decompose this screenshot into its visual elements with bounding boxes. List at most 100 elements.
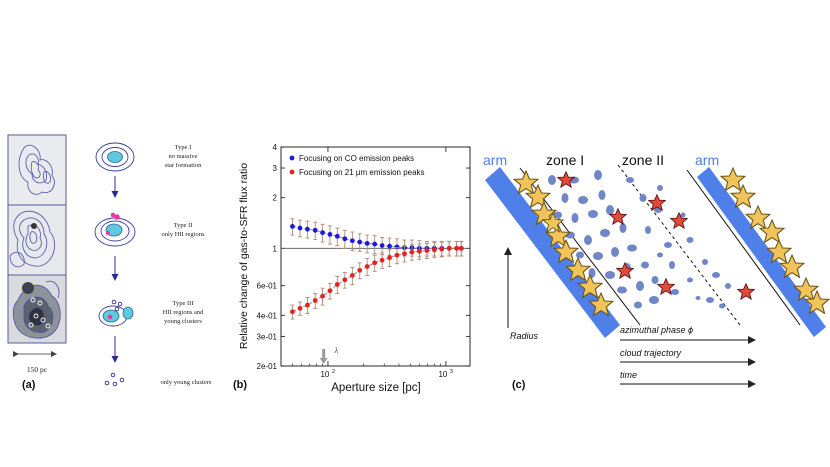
data-point bbox=[424, 248, 430, 253]
y-tick-label: 3e-01 bbox=[257, 332, 278, 341]
data-point bbox=[320, 293, 325, 299]
hii-region-star-icon bbox=[557, 171, 575, 188]
thumbnail-type-2 bbox=[7, 204, 67, 276]
panel-a-label: (a) bbox=[22, 379, 36, 391]
y-tick-label: 4e-01 bbox=[257, 311, 278, 320]
data-point bbox=[364, 240, 370, 246]
type-4-desc: only young clusters bbox=[161, 379, 212, 386]
type-3-title: Type III bbox=[172, 300, 193, 307]
data-point bbox=[379, 257, 385, 263]
data-point bbox=[446, 245, 452, 251]
y-tick-label: 2e-01 bbox=[257, 362, 278, 371]
type-2-desc: only HII regions bbox=[162, 231, 205, 238]
arm-right-label: arm bbox=[695, 152, 719, 168]
thumbnail-type-1 bbox=[7, 134, 67, 206]
data-point bbox=[394, 252, 400, 258]
y-tick-label: 2 bbox=[273, 194, 278, 203]
y-tick-label: 6e-01 bbox=[257, 282, 278, 291]
scale-label: 150 pc bbox=[27, 365, 48, 374]
panel-b-label: (b) bbox=[233, 379, 247, 391]
y-tick-label: 4 bbox=[273, 143, 278, 152]
data-point bbox=[379, 243, 385, 248]
y-tick-label: 3 bbox=[273, 164, 278, 173]
type-2-title: Type II bbox=[174, 222, 193, 229]
data-point bbox=[297, 305, 303, 311]
data-point bbox=[372, 260, 378, 266]
series-0 bbox=[290, 218, 464, 258]
type-1-desc-1: no massive bbox=[168, 153, 197, 160]
x-tick-exponent: 2 bbox=[332, 369, 335, 375]
data-point bbox=[305, 302, 310, 308]
data-point bbox=[454, 245, 460, 251]
legend-label-21um: Focusing on 21 μm emission peaks bbox=[299, 168, 425, 177]
series-1 bbox=[290, 240, 464, 320]
data-point bbox=[431, 247, 437, 253]
data-point bbox=[387, 255, 392, 261]
type-4-icon bbox=[104, 372, 125, 387]
azimuthal-phase-label: azimuthal phase ϕ bbox=[620, 325, 693, 335]
data-point bbox=[290, 224, 295, 229]
data-point bbox=[387, 243, 392, 249]
data-point bbox=[312, 298, 318, 303]
type-1-icon bbox=[95, 142, 135, 172]
data-point bbox=[394, 244, 400, 250]
data-point bbox=[342, 277, 348, 283]
hii-region-star-icon bbox=[616, 262, 634, 279]
panel-c-label: (c) bbox=[512, 379, 526, 391]
data-point bbox=[312, 227, 318, 233]
arm-left-label: arm bbox=[483, 152, 507, 168]
data-point bbox=[334, 233, 340, 239]
data-point bbox=[290, 309, 295, 315]
y-axis-label: Relative change of gas-to-SFR flux ratio bbox=[238, 163, 250, 349]
data-point bbox=[334, 282, 340, 287]
type-2-icon bbox=[94, 212, 136, 247]
data-point bbox=[342, 236, 348, 242]
data-point bbox=[320, 230, 325, 236]
data-point bbox=[349, 238, 355, 244]
lambda-marker: λ bbox=[319, 346, 339, 364]
data-point bbox=[458, 245, 464, 251]
arm-boundary-right bbox=[686, 169, 801, 326]
panel-c: arm zone I zone II arm Radius azimuthal … bbox=[483, 152, 830, 391]
x-axis-label: Aperture size [pc] bbox=[331, 382, 420, 394]
time-label: time bbox=[620, 370, 637, 380]
data-point bbox=[364, 264, 370, 269]
data-series bbox=[290, 218, 464, 320]
x-tick-label: 10 bbox=[438, 370, 447, 379]
lambda-arrow-head bbox=[319, 358, 328, 364]
data-point bbox=[297, 225, 303, 231]
type-3-icon bbox=[98, 299, 134, 327]
cloud-trajectory-label: cloud trajectory bbox=[620, 348, 682, 358]
panel-a: 150 pc (a) bbox=[7, 134, 212, 391]
data-point bbox=[439, 246, 445, 252]
hii-region-star-icon bbox=[737, 283, 755, 300]
data-point bbox=[402, 251, 407, 257]
right-arm-band bbox=[697, 167, 826, 337]
radius-label: Radius bbox=[510, 331, 539, 341]
zone-1-label: zone I bbox=[546, 152, 584, 168]
type-3-desc-1: HII regions and bbox=[163, 309, 205, 316]
type-1-desc-2: star formation bbox=[165, 162, 202, 169]
data-point bbox=[327, 232, 333, 237]
star-cluster-icon bbox=[513, 170, 539, 194]
thumbnail-type-3 bbox=[7, 274, 67, 344]
zone-2-label: zone II bbox=[622, 152, 664, 168]
legend: Focusing on CO emission peaks Focusing o… bbox=[289, 154, 425, 177]
x-tick-exponent: 3 bbox=[450, 369, 453, 375]
data-point bbox=[327, 288, 333, 294]
data-point bbox=[417, 248, 422, 254]
legend-marker-co bbox=[289, 155, 295, 161]
lambda-label: λ bbox=[334, 346, 339, 355]
data-point bbox=[409, 249, 415, 255]
type-1-title: Type I bbox=[175, 144, 192, 151]
star-cluster-icon bbox=[720, 167, 746, 191]
data-point bbox=[349, 273, 355, 278]
legend-label-co: Focusing on CO emission peaks bbox=[299, 154, 414, 163]
type-3-desc-2: young clusters bbox=[164, 318, 202, 325]
y-tick-label: 1 bbox=[273, 244, 278, 253]
data-point bbox=[372, 241, 378, 247]
plot-frame bbox=[280, 146, 471, 367]
